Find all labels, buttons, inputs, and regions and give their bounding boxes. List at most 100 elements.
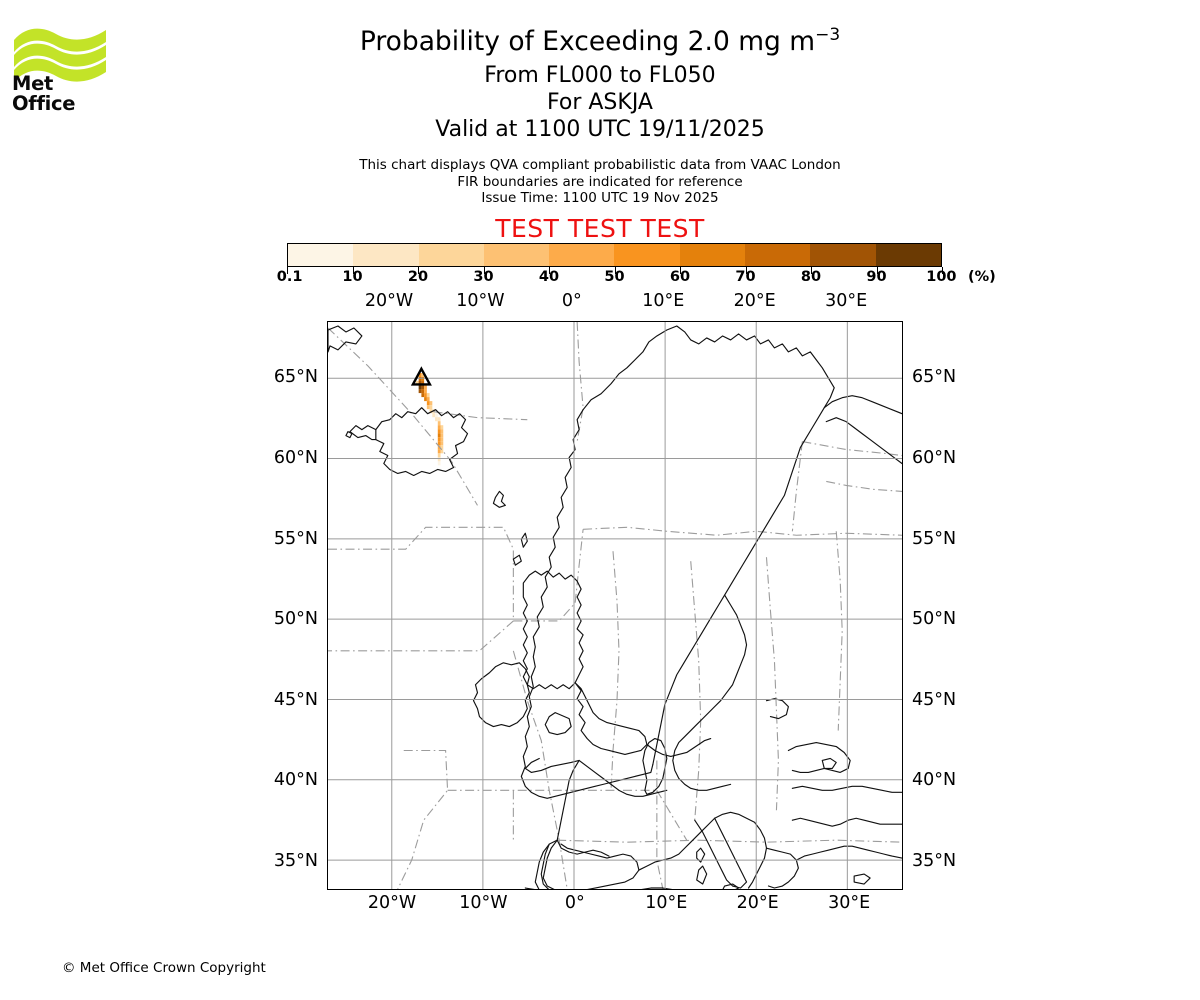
lat-label-right-4: 45°N bbox=[912, 689, 957, 710]
colorbar-band-5 bbox=[614, 244, 680, 266]
ash-cell bbox=[421, 393, 425, 398]
lat-label-right-3: 50°N bbox=[912, 609, 957, 630]
lon-label-bottom-5: 30°E bbox=[828, 893, 871, 913]
lon-label-bottom-0: 20°W bbox=[367, 893, 417, 913]
colorbar-unit-label: (%) bbox=[968, 269, 996, 285]
colorbar-tick-10 bbox=[942, 267, 944, 274]
notes-block: This chart displays QVA compliant probab… bbox=[0, 157, 1200, 207]
colorbar-tick-1 bbox=[352, 267, 354, 274]
colorbar-tick-9 bbox=[876, 267, 878, 274]
lat-label-right-0: 65°N bbox=[912, 367, 957, 388]
colorbar-band-6 bbox=[679, 244, 746, 266]
ash-cell bbox=[440, 425, 444, 430]
ash-cell bbox=[440, 437, 444, 442]
colorbar-tick-labels: 0.1 10 20 30 40 50 60 70 80 90 100 bbox=[0, 269, 1200, 289]
lon-label-top-3: 10°E bbox=[642, 291, 685, 311]
colorbar-band-0 bbox=[288, 244, 354, 266]
ash-cell bbox=[437, 417, 441, 422]
colorbar-tick-0 bbox=[287, 267, 289, 274]
colorbar-tick-label-2: 20 bbox=[407, 269, 429, 285]
colorbar-tick-label-10: 100 bbox=[926, 269, 957, 285]
colorbar-tick-7 bbox=[745, 267, 747, 274]
ash-cell bbox=[421, 389, 425, 394]
ash-cell bbox=[424, 389, 427, 394]
ash-cell bbox=[424, 393, 427, 398]
title-exponent: −3 bbox=[815, 25, 841, 46]
met-office-logo: Met Office bbox=[12, 22, 110, 114]
ash-cell bbox=[437, 421, 441, 426]
lat-label-right-6: 35°N bbox=[912, 850, 957, 871]
ash-cell bbox=[426, 401, 430, 406]
ash-cell bbox=[429, 409, 433, 414]
note-qva: This chart displays QVA compliant probab… bbox=[359, 157, 841, 173]
copyright-notice: © Met Office Crown Copyright bbox=[62, 960, 266, 976]
colorbar bbox=[287, 243, 942, 267]
lon-label-top-1: 10°W bbox=[456, 291, 505, 311]
note-issue-time: Issue Time: 1100 UTC 19 Nov 2025 bbox=[481, 190, 719, 206]
ash-cell bbox=[437, 441, 441, 446]
ash-cell bbox=[421, 372, 425, 378]
ash-cell bbox=[437, 461, 441, 466]
ash-cell bbox=[440, 449, 444, 454]
note-fir: FIR boundaries are indicated for referen… bbox=[457, 173, 743, 190]
lon-label-bottom-4: 20°E bbox=[736, 893, 779, 913]
ash-cell bbox=[424, 397, 427, 402]
ash-cell bbox=[421, 385, 425, 390]
page-title: Probability of Exceeding 2.0 mg m−3 bbox=[0, 26, 1200, 58]
lat-label-right-5: 40°N bbox=[912, 770, 957, 791]
colorbar-tick-label-5: 50 bbox=[604, 269, 625, 285]
volcano-triangle-shape bbox=[410, 366, 432, 386]
test-banner: TEST TEST TEST bbox=[495, 214, 705, 243]
ash-cell bbox=[415, 381, 419, 386]
ash-cell bbox=[421, 377, 425, 382]
ash-cell bbox=[426, 397, 430, 402]
lat-label-left-6: 35°N bbox=[273, 850, 318, 871]
colorbar-band-8 bbox=[810, 244, 876, 266]
colorbar-tick-label-0: 0.1 bbox=[276, 269, 303, 285]
colorbar-band-3 bbox=[483, 244, 550, 266]
lon-label-bottom-3: 10°E bbox=[645, 893, 688, 913]
lat-label-left-4: 45°N bbox=[273, 689, 318, 710]
colorbar-ticks bbox=[287, 267, 944, 275]
colorbar-band-1 bbox=[353, 244, 419, 266]
colorbar-tick-label-4: 40 bbox=[538, 269, 560, 285]
lat-label-right-1: 60°N bbox=[912, 448, 957, 468]
lon-label-top-2: 0° bbox=[561, 291, 582, 311]
ash-cell bbox=[426, 405, 430, 410]
ash-cell bbox=[435, 417, 438, 422]
colorbar-tick-2 bbox=[418, 267, 420, 274]
colorbar-tick-label-9: 90 bbox=[866, 269, 887, 285]
colorbar-tick-4 bbox=[549, 267, 551, 274]
lon-label-top-0: 20°W bbox=[364, 291, 414, 311]
ash-cell bbox=[437, 425, 441, 430]
ash-cell bbox=[418, 372, 422, 378]
ash-cell bbox=[440, 445, 444, 450]
lat-label-left-3: 50°N bbox=[273, 609, 318, 630]
lon-label-bottom-1: 10°W bbox=[459, 893, 508, 913]
ash-cell bbox=[418, 389, 422, 394]
lat-label-left-1: 60°N bbox=[273, 448, 318, 468]
ash-cell bbox=[418, 381, 422, 386]
colorbar-tick-label-8: 80 bbox=[800, 269, 822, 285]
title-valid-time: Valid at 1100 UTC 19/11/2025 bbox=[435, 117, 765, 142]
volcano-triangle-icon bbox=[410, 366, 432, 386]
lat-label-left-2: 55°N bbox=[273, 528, 318, 549]
lon-label-bottom-2: 0° bbox=[564, 893, 585, 913]
map-canvas bbox=[328, 322, 902, 889]
colorbar-tick-3 bbox=[483, 267, 485, 274]
map-panel[interactable] bbox=[327, 321, 903, 890]
ash-cell bbox=[437, 457, 441, 462]
coastlines bbox=[328, 325, 902, 889]
colorbar-tick-label-6: 60 bbox=[669, 269, 691, 285]
lon-label-top-4: 20°E bbox=[733, 291, 776, 311]
met-office-waves-icon bbox=[14, 28, 106, 82]
ash-probability-cells bbox=[415, 372, 444, 466]
colorbar-tick-label-3: 30 bbox=[473, 269, 494, 285]
colorbar-band-4 bbox=[549, 244, 615, 266]
ash-cell bbox=[424, 385, 427, 390]
ash-cell bbox=[440, 433, 444, 438]
lat-label-left-0: 65°N bbox=[273, 367, 318, 388]
title-flight-levels: From FL000 to FL050 bbox=[484, 63, 716, 88]
ash-cell bbox=[426, 393, 430, 398]
